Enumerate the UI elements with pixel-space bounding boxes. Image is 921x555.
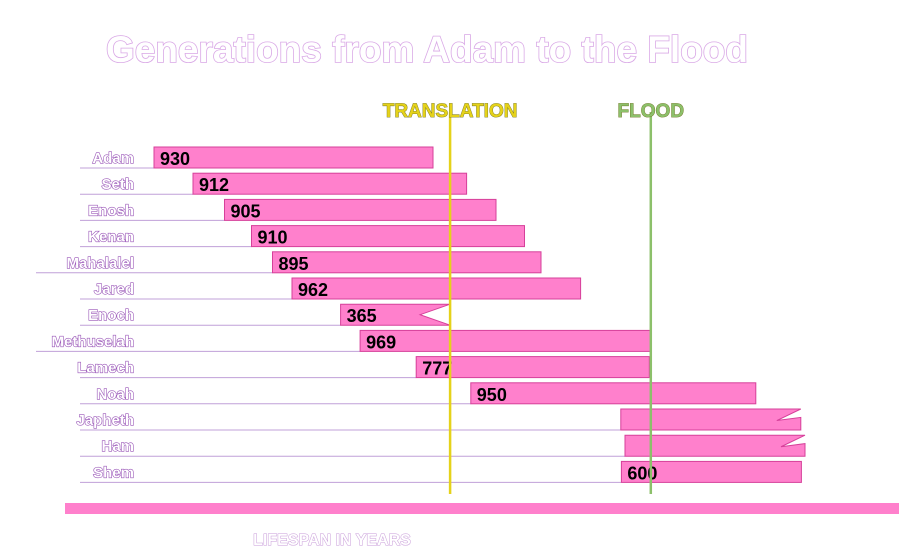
bar-enosh: [224, 198, 497, 221]
value-label-noah: 950: [477, 385, 507, 405]
name-label-ham: Ham: [101, 438, 134, 455]
value-label-methuselah: 969: [366, 332, 396, 352]
value-label-shem: 600: [627, 463, 657, 483]
bar-kenan: [251, 225, 525, 248]
bar-japheth: [620, 408, 802, 431]
name-label-kenan: Kenan: [88, 229, 134, 246]
bar-seth: [192, 172, 468, 195]
x-axis-bar: [65, 503, 899, 514]
marker-label-translation: TRANSLATION: [383, 101, 518, 122]
value-label-jared: 962: [298, 280, 328, 300]
value-label-kenan: 910: [258, 228, 288, 248]
name-label-adam: Adam: [92, 150, 134, 167]
bar-adam: [153, 146, 434, 169]
bar-ham: [624, 434, 806, 457]
bar-enoch: [340, 303, 451, 326]
name-label-noah: Noah: [97, 386, 135, 403]
name-label-jared: Jared: [94, 281, 134, 298]
name-label-japheth: Japheth: [76, 412, 134, 429]
bar-noah: [470, 382, 757, 405]
markers-group: TRANSLATION FLOOD: [382, 101, 685, 494]
name-label-shem: Shem: [93, 464, 134, 481]
value-label-adam: 930: [160, 149, 190, 169]
name-label-lamech: Lamech: [77, 360, 134, 377]
marker-label-flood: FLOOD: [618, 101, 685, 122]
name-label-enoch: Enoch: [88, 307, 134, 324]
bars-group: Adam 930 Seth 912 Enosh 905 Kenan 910 Mahalalel 8…: [36, 146, 806, 483]
x-axis-label: LIFESPAN IN YEARS: [253, 532, 411, 549]
bar-lamech: [415, 356, 650, 379]
value-label-enoch: 365: [347, 306, 377, 326]
value-label-seth: 912: [199, 175, 229, 195]
chart-title: Generations from Adam to the Flood: [106, 29, 748, 70]
name-label-mahalalel: Mahalalel: [66, 255, 134, 272]
name-label-methuselah: Methuselah: [51, 333, 134, 350]
bar-mahalalel: [272, 251, 542, 274]
name-label-seth: Seth: [101, 176, 134, 193]
bar-jared: [291, 277, 582, 300]
bar-shem: [620, 460, 802, 483]
value-label-lamech: 777: [422, 359, 452, 379]
bar-methuselah: [359, 329, 652, 352]
value-label-enosh: 905: [231, 201, 261, 221]
value-label-mahalalel: 895: [279, 254, 309, 274]
name-label-enosh: Enosh: [88, 202, 134, 219]
